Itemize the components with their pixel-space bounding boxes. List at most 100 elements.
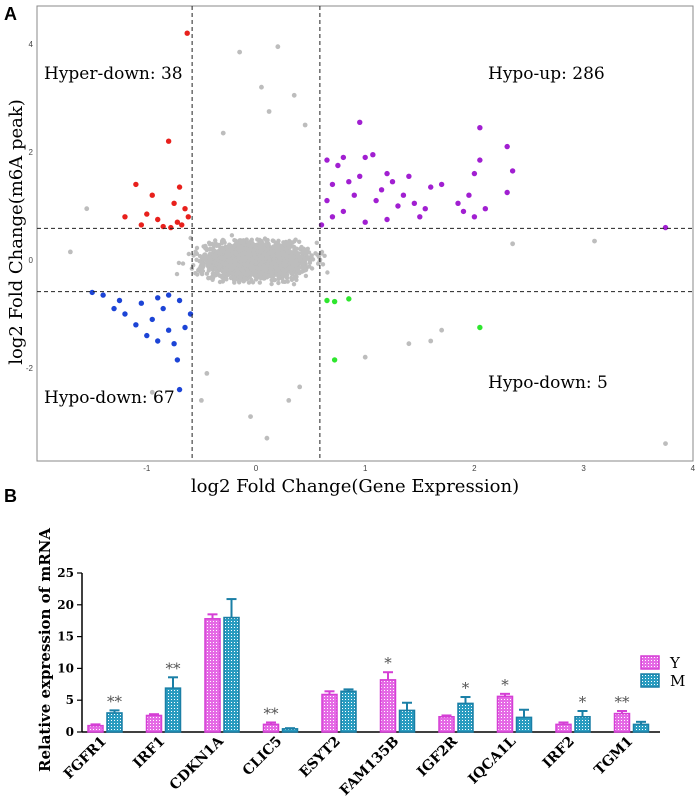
gray-point	[212, 254, 217, 260]
gray-point	[221, 249, 226, 254]
bar-m-fam135b	[398, 709, 416, 733]
gray-point	[219, 256, 224, 261]
legend-swatch-m	[640, 673, 660, 688]
gray-point	[280, 250, 286, 255]
gray-point	[249, 257, 255, 263]
gray-point	[227, 242, 232, 247]
red-point	[160, 223, 166, 230]
gray-outlier-point	[67, 249, 73, 255]
bar-y-igf2r	[438, 715, 455, 733]
purple-point	[389, 179, 396, 185]
gray-point	[257, 237, 262, 243]
gray-point	[252, 271, 258, 277]
gray-outlier-point	[220, 130, 226, 136]
red-point	[133, 181, 139, 188]
gray-point	[249, 277, 254, 283]
gray-point	[257, 280, 262, 285]
gray-point	[290, 271, 295, 277]
blue-point	[171, 341, 177, 347]
blue-point	[155, 295, 161, 301]
blue-point	[176, 386, 183, 393]
significance-marker: *	[384, 654, 392, 672]
purple-point	[357, 173, 363, 179]
purple-point	[340, 208, 347, 215]
gray-point	[253, 277, 259, 282]
series-red	[122, 30, 191, 231]
gray-point	[325, 270, 330, 275]
gray-point	[299, 269, 305, 274]
gray-point	[283, 252, 289, 257]
gray-outlier-point	[439, 327, 445, 333]
purple-point	[466, 192, 472, 198]
blue-point	[111, 305, 117, 312]
gray-point	[282, 273, 287, 278]
gray-point	[243, 277, 249, 282]
gray-point	[225, 272, 231, 277]
purple-point	[329, 181, 336, 188]
red-point	[171, 200, 177, 206]
red-point	[168, 224, 174, 231]
gray-point	[281, 263, 287, 268]
category-label: CDKN1A	[167, 733, 228, 794]
red-point	[165, 138, 172, 144]
gray-point	[300, 261, 305, 266]
y-tick-label: 4	[29, 40, 34, 49]
quadrant-label-top-right: Hypo-up: 286	[488, 64, 605, 84]
gray-point	[262, 251, 267, 256]
red-point	[184, 30, 190, 36]
gray-point	[217, 279, 223, 285]
gray-point	[240, 247, 245, 252]
purple-point	[400, 192, 407, 198]
purple-point	[504, 189, 510, 196]
gray-point	[199, 271, 205, 277]
gray-point	[251, 250, 256, 256]
gray-outlier-point	[286, 398, 292, 403]
gray-point	[241, 241, 246, 246]
gray-point	[174, 271, 180, 277]
y-tick-label: -2	[26, 364, 34, 373]
x-tick-label: 3	[581, 464, 586, 473]
quadrant-label-bottom-left: Hypo-down: 67	[44, 388, 175, 408]
gray-point	[208, 256, 214, 261]
x-tick-label: -1	[143, 464, 151, 473]
gray-point	[228, 245, 234, 251]
gray-point	[180, 261, 186, 266]
x-tick-label: 1	[363, 464, 368, 473]
gray-point	[307, 258, 313, 263]
bar-y-fgfr1	[87, 724, 104, 733]
gray-point	[244, 263, 250, 268]
significance-markers: ******** ** **	[107, 654, 630, 722]
category-label: FGFR1	[61, 734, 110, 783]
purple-point	[482, 206, 489, 212]
bar-y-esyt2	[321, 693, 338, 733]
red-point	[174, 219, 181, 225]
blue-point	[89, 289, 95, 296]
gray-point	[259, 274, 264, 279]
gray-point	[194, 251, 200, 256]
gray-point	[235, 268, 240, 273]
red-point	[144, 211, 150, 217]
x-tick-label: 2	[472, 464, 477, 473]
y-tick-label: 15	[57, 630, 74, 644]
gray-point	[319, 249, 325, 255]
gray-point	[291, 282, 297, 287]
gray-outlier-point	[266, 109, 272, 114]
blue-point	[116, 297, 123, 304]
purple-point	[357, 119, 363, 126]
category-label: IGF2R	[414, 733, 461, 780]
significance-marker: **	[107, 692, 123, 710]
gray-point	[303, 273, 309, 279]
gray-point	[290, 264, 295, 269]
gray-point	[292, 274, 298, 279]
gray-point	[292, 239, 297, 244]
gray-point	[232, 250, 237, 255]
bar-y-ticks: 0 5 10 15 20 25	[57, 566, 82, 739]
colored-points	[89, 30, 669, 393]
bar-y-fam135b	[379, 679, 397, 733]
gray-point	[276, 280, 281, 286]
blue-point	[165, 327, 172, 333]
blue-point	[176, 297, 183, 304]
significance-marker: **	[166, 659, 182, 677]
blue-point	[122, 311, 128, 317]
gray-outlier-point	[204, 371, 210, 376]
